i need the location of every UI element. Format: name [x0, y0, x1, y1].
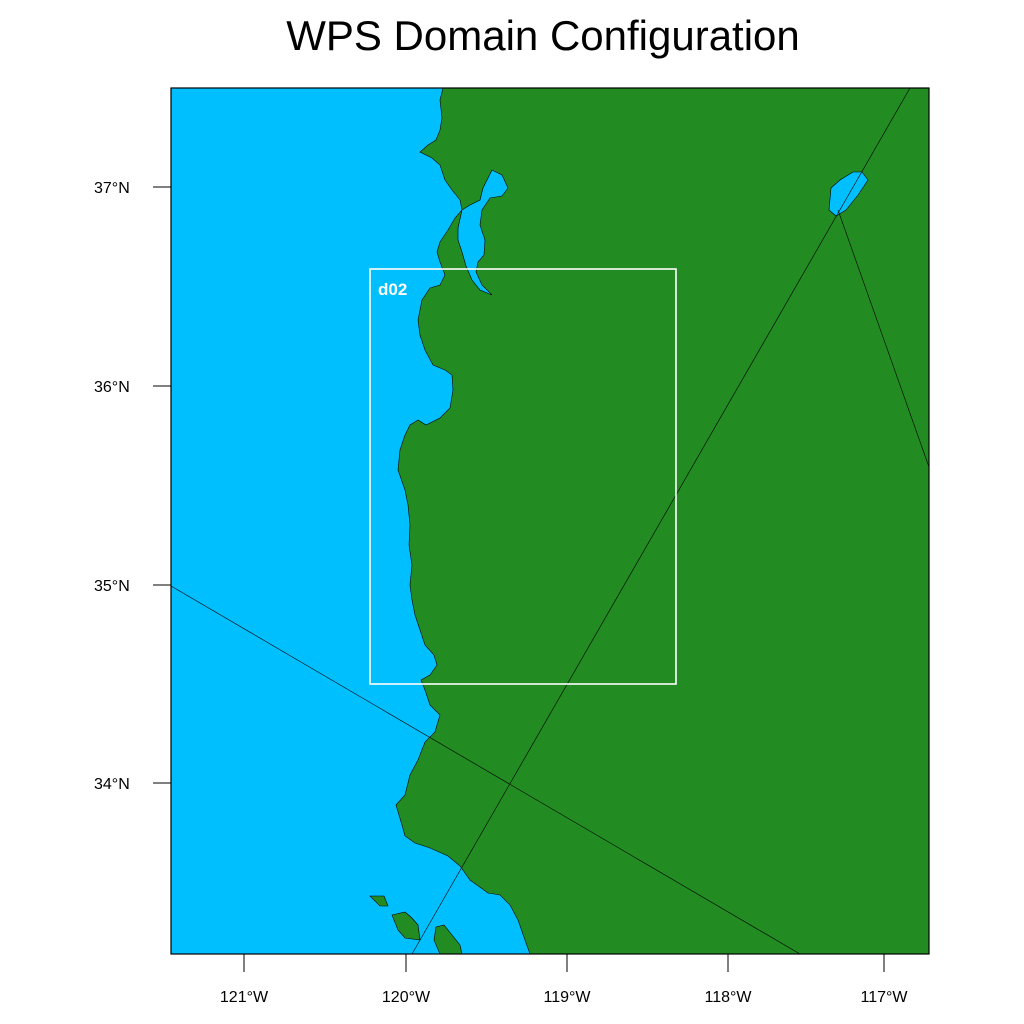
- lat-label-36: 36°N: [94, 379, 130, 396]
- lon-label-120: 120°W: [382, 989, 431, 1006]
- lon-label-119: 119°W: [543, 989, 591, 1006]
- island-1: [369, 895, 389, 907]
- lon-axis: 121°W 120°W 119°W 118°W 117°W: [220, 954, 908, 1006]
- boundary-line-ne: [411, 87, 911, 955]
- island-2: [391, 911, 421, 941]
- boundary-line-nv: [837, 209, 930, 468]
- nest-domain-label: d02: [378, 280, 407, 299]
- lat-label-35: 35°N: [94, 578, 130, 595]
- nest-domain-box: [369, 268, 677, 685]
- lon-label-117: 117°W: [860, 989, 908, 1006]
- lat-axis: 37°N 36°N 35°N 34°N: [94, 180, 171, 793]
- boundary-line-county: [170, 585, 801, 955]
- lat-label-37: 37°N: [94, 180, 130, 197]
- island-3: [433, 924, 463, 955]
- map-title: WPS Domain Configuration: [286, 12, 800, 59]
- lon-label-121: 121°W: [220, 989, 269, 1006]
- bay-inlet: [457, 169, 509, 296]
- lat-label-34: 34°N: [94, 776, 130, 793]
- land-mainland: [395, 87, 930, 955]
- map-frame: [170, 87, 930, 955]
- lon-label-118: 118°W: [704, 989, 752, 1006]
- inland-lake: [828, 171, 869, 217]
